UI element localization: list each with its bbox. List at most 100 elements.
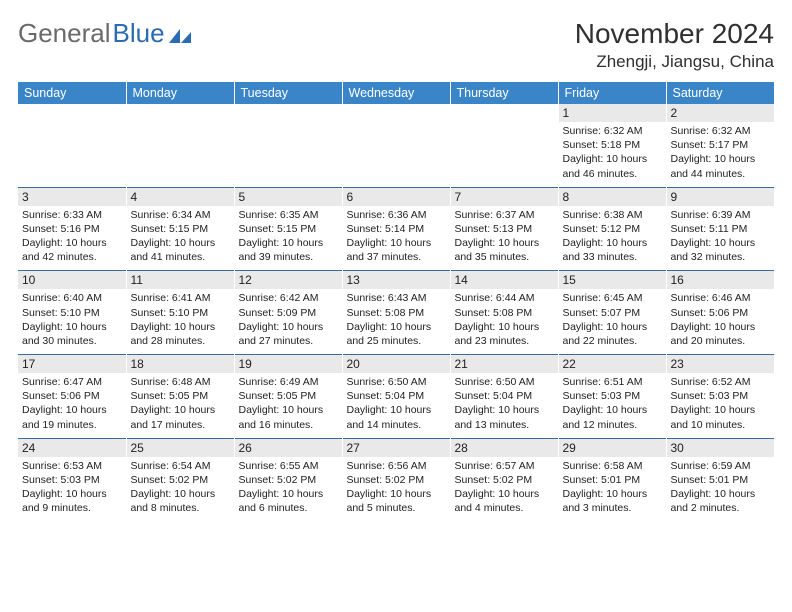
sunset-line: Sunset: 5:08 PM — [455, 306, 554, 320]
day-data: Sunrise: 6:46 AMSunset: 5:06 PMDaylight:… — [667, 289, 775, 354]
day-cell: 12Sunrise: 6:42 AMSunset: 5:09 PMDayligh… — [234, 270, 342, 354]
day-data: Sunrise: 6:59 AMSunset: 5:01 PMDaylight:… — [667, 457, 775, 522]
day-number: 2 — [667, 104, 775, 122]
day-data: Sunrise: 6:43 AMSunset: 5:08 PMDaylight:… — [343, 289, 450, 354]
day-data: Sunrise: 6:51 AMSunset: 5:03 PMDaylight:… — [559, 373, 666, 438]
day-cell: 10Sunrise: 6:40 AMSunset: 5:10 PMDayligh… — [18, 270, 126, 354]
location: Zhengji, Jiangsu, China — [575, 52, 774, 72]
day-data: Sunrise: 6:34 AMSunset: 5:15 PMDaylight:… — [127, 206, 234, 271]
day-number: 6 — [343, 187, 450, 206]
day-cell: 25Sunrise: 6:54 AMSunset: 5:02 PMDayligh… — [126, 438, 234, 522]
sunset-line: Sunset: 5:02 PM — [347, 473, 446, 487]
sunrise-line: Sunrise: 6:39 AM — [671, 208, 771, 222]
day-data: Sunrise: 6:41 AMSunset: 5:10 PMDaylight:… — [127, 289, 234, 354]
sunrise-line: Sunrise: 6:38 AM — [563, 208, 662, 222]
sunrise-line: Sunrise: 6:51 AM — [563, 375, 662, 389]
day-cell: 29Sunrise: 6:58 AMSunset: 5:01 PMDayligh… — [558, 438, 666, 522]
day-data: Sunrise: 6:44 AMSunset: 5:08 PMDaylight:… — [451, 289, 558, 354]
day-number: 17 — [18, 354, 126, 373]
header: GeneralBlue November 2024 Zhengji, Jiang… — [18, 18, 774, 72]
sunset-line: Sunset: 5:14 PM — [347, 222, 446, 236]
sunset-line: Sunset: 5:13 PM — [455, 222, 554, 236]
calendar-header-row: SundayMondayTuesdayWednesdayThursdayFrid… — [18, 82, 774, 104]
sunset-line: Sunset: 5:15 PM — [131, 222, 230, 236]
day-cell: 14Sunrise: 6:44 AMSunset: 5:08 PMDayligh… — [450, 270, 558, 354]
day-data: Sunrise: 6:47 AMSunset: 5:06 PMDaylight:… — [18, 373, 126, 438]
day-number: 1 — [559, 104, 666, 122]
sunset-line: Sunset: 5:03 PM — [22, 473, 122, 487]
day-data: Sunrise: 6:48 AMSunset: 5:05 PMDaylight:… — [127, 373, 234, 438]
daylight-line: Daylight: 10 hours and 23 minutes. — [455, 320, 554, 348]
day-number: 21 — [451, 354, 558, 373]
day-number: 29 — [559, 438, 666, 457]
day-number: 4 — [127, 187, 234, 206]
daylight-line: Daylight: 10 hours and 13 minutes. — [455, 403, 554, 431]
day-data — [451, 122, 558, 184]
sunrise-line: Sunrise: 6:59 AM — [671, 459, 771, 473]
day-number: 10 — [18, 270, 126, 289]
sunset-line: Sunset: 5:08 PM — [347, 306, 446, 320]
day-cell: 6Sunrise: 6:36 AMSunset: 5:14 PMDaylight… — [342, 187, 450, 271]
day-cell: 8Sunrise: 6:38 AMSunset: 5:12 PMDaylight… — [558, 187, 666, 271]
day-number: 28 — [451, 438, 558, 457]
daylight-line: Daylight: 10 hours and 12 minutes. — [563, 403, 662, 431]
logo: GeneralBlue — [18, 18, 191, 49]
sunrise-line: Sunrise: 6:53 AM — [22, 459, 122, 473]
sunset-line: Sunset: 5:06 PM — [22, 389, 122, 403]
empty-cell — [234, 104, 342, 187]
sunset-line: Sunset: 5:16 PM — [22, 222, 122, 236]
daylight-line: Daylight: 10 hours and 8 minutes. — [131, 487, 230, 515]
day-number: 27 — [343, 438, 450, 457]
day-data: Sunrise: 6:50 AMSunset: 5:04 PMDaylight:… — [343, 373, 450, 438]
day-data: Sunrise: 6:36 AMSunset: 5:14 PMDaylight:… — [343, 206, 450, 271]
daylight-line: Daylight: 10 hours and 32 minutes. — [671, 236, 771, 264]
day-data: Sunrise: 6:54 AMSunset: 5:02 PMDaylight:… — [127, 457, 234, 522]
day-number: 3 — [18, 187, 126, 206]
daylight-line: Daylight: 10 hours and 22 minutes. — [563, 320, 662, 348]
weekday-header: Monday — [126, 82, 234, 104]
sunrise-line: Sunrise: 6:54 AM — [131, 459, 230, 473]
day-number: 23 — [667, 354, 775, 373]
day-cell: 20Sunrise: 6:50 AMSunset: 5:04 PMDayligh… — [342, 354, 450, 438]
day-data: Sunrise: 6:55 AMSunset: 5:02 PMDaylight:… — [235, 457, 342, 522]
day-cell: 18Sunrise: 6:48 AMSunset: 5:05 PMDayligh… — [126, 354, 234, 438]
sunset-line: Sunset: 5:10 PM — [131, 306, 230, 320]
day-cell: 16Sunrise: 6:46 AMSunset: 5:06 PMDayligh… — [666, 270, 774, 354]
day-data: Sunrise: 6:50 AMSunset: 5:04 PMDaylight:… — [451, 373, 558, 438]
sunrise-line: Sunrise: 6:55 AM — [239, 459, 338, 473]
day-data — [18, 122, 126, 184]
empty-cell — [450, 104, 558, 187]
day-data: Sunrise: 6:37 AMSunset: 5:13 PMDaylight:… — [451, 206, 558, 271]
day-number: 18 — [127, 354, 234, 373]
sunrise-line: Sunrise: 6:37 AM — [455, 208, 554, 222]
weekday-header: Friday — [558, 82, 666, 104]
sunrise-line: Sunrise: 6:49 AM — [239, 375, 338, 389]
day-cell: 9Sunrise: 6:39 AMSunset: 5:11 PMDaylight… — [666, 187, 774, 271]
day-cell: 19Sunrise: 6:49 AMSunset: 5:05 PMDayligh… — [234, 354, 342, 438]
day-cell: 11Sunrise: 6:41 AMSunset: 5:10 PMDayligh… — [126, 270, 234, 354]
day-cell: 4Sunrise: 6:34 AMSunset: 5:15 PMDaylight… — [126, 187, 234, 271]
weekday-header: Tuesday — [234, 82, 342, 104]
day-cell: 28Sunrise: 6:57 AMSunset: 5:02 PMDayligh… — [450, 438, 558, 522]
daylight-line: Daylight: 10 hours and 42 minutes. — [22, 236, 122, 264]
day-number: 15 — [559, 270, 666, 289]
day-cell: 23Sunrise: 6:52 AMSunset: 5:03 PMDayligh… — [666, 354, 774, 438]
sunrise-line: Sunrise: 6:33 AM — [22, 208, 122, 222]
day-data: Sunrise: 6:56 AMSunset: 5:02 PMDaylight:… — [343, 457, 450, 522]
sunset-line: Sunset: 5:18 PM — [563, 138, 662, 152]
sunrise-line: Sunrise: 6:57 AM — [455, 459, 554, 473]
sunrise-line: Sunrise: 6:41 AM — [131, 291, 230, 305]
day-number: 25 — [127, 438, 234, 457]
sunset-line: Sunset: 5:02 PM — [131, 473, 230, 487]
day-number: 16 — [667, 270, 775, 289]
daylight-line: Daylight: 10 hours and 27 minutes. — [239, 320, 338, 348]
sunrise-line: Sunrise: 6:35 AM — [239, 208, 338, 222]
weekday-header: Thursday — [450, 82, 558, 104]
daylight-line: Daylight: 10 hours and 16 minutes. — [239, 403, 338, 431]
sunrise-line: Sunrise: 6:42 AM — [239, 291, 338, 305]
daylight-line: Daylight: 10 hours and 17 minutes. — [131, 403, 230, 431]
sunrise-line: Sunrise: 6:32 AM — [563, 124, 662, 138]
daylight-line: Daylight: 10 hours and 5 minutes. — [347, 487, 446, 515]
daylight-line: Daylight: 10 hours and 10 minutes. — [671, 403, 771, 431]
empty-cell — [342, 104, 450, 187]
